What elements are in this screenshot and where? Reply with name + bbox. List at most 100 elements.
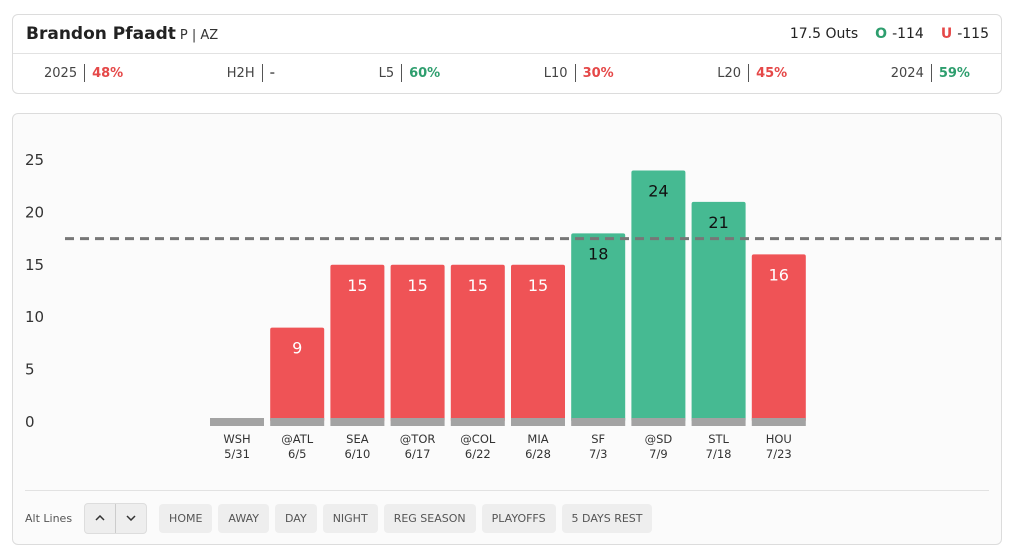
y-tick-label: 0	[25, 413, 35, 431]
alt-arrows	[84, 502, 148, 534]
y-tick-label: 5	[25, 361, 35, 379]
x-tick-label: SEA	[346, 432, 369, 446]
value-label: 15	[468, 276, 488, 295]
x-date-label: 7/18	[706, 447, 732, 461]
under-label: U	[940, 26, 953, 42]
x-tick-label: MIA	[527, 432, 548, 446]
stat-value: 30%	[582, 65, 614, 81]
x-tick-label: @TOR	[400, 432, 436, 446]
stat: L10 30%	[544, 64, 614, 82]
bar-base	[751, 418, 806, 426]
over-label: O	[875, 26, 888, 42]
value-label: 24	[648, 181, 668, 200]
stat-value: 48%	[92, 65, 124, 81]
x-date-label: 7/3	[589, 447, 608, 461]
stat: 2025 48%	[44, 64, 123, 82]
stat-value: 59%	[938, 65, 970, 81]
x-tick-label: @SD	[645, 432, 673, 446]
stats-row: 2025 48% H2H - L5 60% L10 30% L20 45% 2024 59%	[44, 53, 970, 93]
value-label: 18	[588, 244, 608, 263]
x-tick-label: SF	[591, 432, 605, 446]
stat-separator	[84, 64, 86, 82]
header-row: Brandon Pfaadt P | AZ 17.5 Outs O -114 U -1…	[13, 15, 1001, 54]
x-date-label: 5/31	[224, 447, 250, 461]
x-tick-label: WSH	[223, 432, 250, 446]
position: P | AZ	[179, 28, 219, 43]
filters: Alt Lines HOME AWAY DAY NIGHT REG SEASON PLAY…	[25, 490, 989, 545]
stat: L20 45%	[717, 64, 787, 82]
stat: H2H -	[227, 64, 275, 82]
alt-up[interactable]	[85, 504, 115, 533]
player-name: Brandon Pfaadt P | AZ	[26, 24, 218, 44]
bar	[270, 327, 325, 422]
filter-button[interactable]: HOME	[159, 503, 213, 533]
under-odds: -115	[957, 26, 989, 42]
bar-base	[691, 418, 746, 426]
x-tick-label: HOU	[766, 432, 792, 446]
chart-card: 0 5 10 15 20 25 WSH 5/31 9 @ATL 6/5 15 SEA 6/10 15 @TOR…	[12, 113, 1002, 545]
x-tick-label: @ATL	[281, 432, 313, 446]
over-odds: -114	[892, 26, 924, 42]
filter-button[interactable]: PLAYOFFS	[481, 503, 556, 533]
bar	[511, 264, 565, 422]
x-date-label: 7/9	[649, 447, 668, 461]
bar-base	[571, 418, 626, 426]
filter-button[interactable]: REG SEASON	[383, 503, 476, 533]
stat-separator	[401, 64, 403, 82]
stat-label: L10	[543, 65, 568, 81]
y-tick-label: 20	[25, 203, 44, 221]
value-label: 15	[407, 276, 427, 295]
bar-base	[210, 418, 264, 426]
value-label: 16	[769, 265, 789, 284]
x-date-label: 6/28	[525, 447, 551, 461]
filter-button[interactable]: AWAY	[218, 503, 270, 533]
name: Brandon Pfaadt	[26, 24, 176, 44]
y-tick-label: 25	[25, 151, 44, 169]
x-date-label: 6/22	[465, 447, 491, 461]
x-tick-label: STL	[708, 432, 729, 446]
stat: L5 60%	[378, 64, 441, 82]
odds: 17.5 Outs O -114 U -115	[790, 26, 989, 42]
filter-button[interactable]: DAY	[275, 503, 317, 533]
filter-button[interactable]: 5 DAYS REST	[561, 503, 653, 533]
stat-label: 2024	[890, 65, 924, 81]
y-tick-label: 15	[25, 256, 44, 274]
value-label: 15	[528, 276, 548, 295]
prop-line: 17.5 Outs	[789, 26, 859, 42]
stat-label: H2H	[226, 65, 255, 81]
stat: 2024 59%	[891, 64, 970, 82]
bar-base	[270, 418, 325, 426]
alt-down[interactable]	[115, 503, 146, 533]
bar-base	[511, 418, 565, 426]
bar-base	[450, 418, 505, 426]
bar	[390, 264, 445, 422]
filter-button[interactable]: NIGHT	[322, 503, 378, 533]
stat-label: L5	[378, 65, 395, 81]
x-date-label: 6/10	[344, 447, 370, 461]
stat-value: 45%	[756, 65, 788, 81]
stat-separator	[261, 64, 263, 82]
header-card: Brandon Pfaadt P | AZ 17.5 Outs O -114 U -1…	[12, 14, 1002, 94]
bar-base	[631, 418, 686, 426]
x-date-label: 6/17	[405, 447, 431, 461]
stat-separator	[748, 64, 750, 82]
alt-lines-label: Alt Lines	[25, 511, 73, 525]
stat-separator	[574, 64, 576, 82]
y-tick-label: 10	[25, 308, 44, 326]
stat-value: -	[269, 65, 276, 81]
bar	[450, 264, 505, 422]
value-label: 9	[292, 339, 302, 358]
stat-value: 60%	[409, 65, 441, 81]
bar	[571, 233, 626, 422]
x-tick-label: @COL	[460, 432, 496, 446]
x-date-label: 7/23	[766, 447, 792, 461]
bar-base	[390, 418, 445, 426]
bar	[631, 170, 686, 422]
stat-separator	[930, 64, 932, 82]
value-label: 15	[347, 276, 367, 295]
bar	[330, 264, 385, 422]
value-label: 21	[708, 213, 728, 232]
stat-label: 2025	[44, 65, 78, 81]
